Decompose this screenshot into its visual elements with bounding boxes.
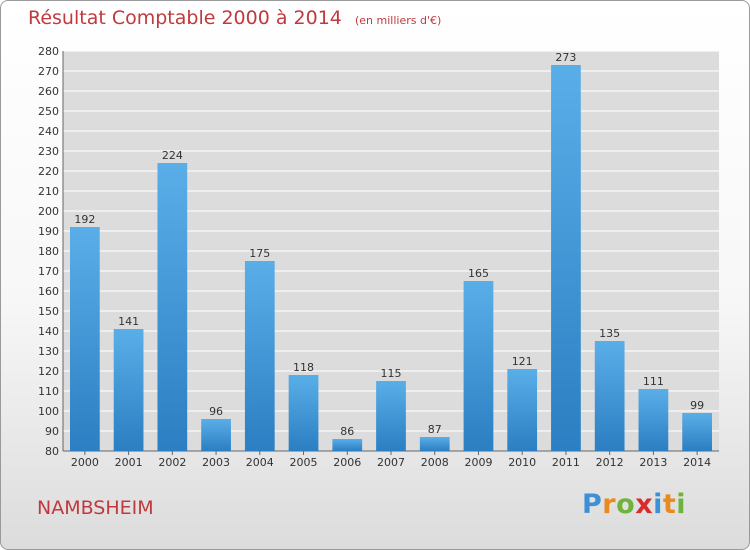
bar — [638, 389, 669, 451]
x-tick-label: 2013 — [639, 456, 667, 469]
bar — [507, 369, 538, 451]
commune-name: NAMBSHEIM — [37, 497, 154, 519]
bar-value-label: 87 — [428, 423, 442, 436]
bar — [551, 65, 581, 451]
y-tick-label: 260 — [38, 85, 59, 98]
y-tick-label: 140 — [38, 325, 59, 338]
y-tick-label: 200 — [38, 205, 59, 218]
bar — [157, 163, 188, 451]
y-tick-label: 170 — [38, 265, 59, 278]
bar-value-label: 99 — [690, 399, 704, 412]
bar-value-label: 224 — [162, 149, 183, 162]
logo-letter: t — [662, 489, 677, 520]
y-tick-label: 100 — [38, 405, 59, 418]
x-tick-label: 2014 — [683, 456, 711, 469]
bar-value-label: 192 — [74, 213, 95, 226]
chart-title: Résultat Comptable 2000 à 2014 — [28, 7, 342, 29]
y-tick-label: 130 — [38, 345, 59, 358]
bar-value-label: 175 — [249, 247, 270, 260]
bar — [201, 419, 231, 451]
y-tick-label: 190 — [38, 225, 59, 238]
bar-value-label: 165 — [468, 267, 489, 280]
y-tick-label: 80 — [45, 445, 59, 458]
bar — [376, 381, 406, 451]
y-tick-label: 230 — [38, 145, 59, 158]
x-tick-label: 2000 — [71, 456, 99, 469]
bar-value-label: 118 — [293, 361, 314, 374]
y-tick-label: 220 — [38, 165, 59, 178]
bar-value-label: 115 — [381, 367, 402, 380]
logo-letter: i — [653, 489, 663, 520]
bar — [463, 281, 494, 451]
y-tick-label: 160 — [38, 285, 59, 298]
proxiti-logo: Proxiti — [582, 489, 686, 520]
x-tick-label: 2002 — [158, 456, 186, 469]
bar-value-label: 141 — [118, 315, 139, 328]
x-tick-label: 2008 — [421, 456, 449, 469]
bar — [69, 227, 100, 451]
bar-value-label: 135 — [599, 327, 620, 340]
bar — [244, 261, 275, 451]
y-tick-label: 110 — [38, 385, 59, 398]
y-tick-label: 90 — [45, 425, 59, 438]
bar — [113, 329, 144, 451]
x-tick-label: 2011 — [552, 456, 580, 469]
logo-letter: o — [616, 489, 636, 520]
x-tick-label: 2005 — [290, 456, 318, 469]
bar — [594, 341, 625, 451]
y-tick-label: 240 — [38, 125, 59, 138]
logo-letter: P — [582, 489, 603, 520]
bar — [682, 413, 713, 451]
x-tick-label: 2007 — [377, 456, 405, 469]
y-tick-label: 150 — [38, 305, 59, 318]
logo-letter: r — [602, 489, 617, 520]
y-tick-label: 280 — [38, 45, 59, 58]
x-tick-label: 2012 — [596, 456, 624, 469]
logo-letter: i — [676, 489, 687, 520]
bar — [419, 437, 450, 451]
bar-value-label: 121 — [512, 355, 533, 368]
logo-letter: x — [635, 489, 654, 520]
bar-value-label: 96 — [209, 405, 223, 418]
x-tick-label: 2004 — [246, 456, 274, 469]
bar — [332, 439, 363, 451]
x-tick-label: 2009 — [464, 456, 492, 469]
x-tick-label: 2006 — [333, 456, 361, 469]
y-tick-label: 120 — [38, 365, 59, 378]
x-tick-label: 2003 — [202, 456, 230, 469]
chart-subtitle: (en milliers d'€) — [354, 14, 442, 27]
y-tick-label: 250 — [38, 105, 59, 118]
y-tick-label: 270 — [38, 65, 59, 78]
bar — [288, 375, 319, 451]
y-tick-label: 180 — [38, 245, 59, 258]
bar-value-label: 86 — [340, 425, 354, 438]
chart-title-block: Résultat Comptable 2000 à 2014 (en milli… — [28, 7, 441, 29]
x-tick-label: 2001 — [115, 456, 143, 469]
y-tick-label: 210 — [38, 185, 59, 198]
bar-value-label: 273 — [555, 51, 576, 64]
bar-value-label: 111 — [643, 375, 664, 388]
x-tick-label: 2010 — [508, 456, 536, 469]
